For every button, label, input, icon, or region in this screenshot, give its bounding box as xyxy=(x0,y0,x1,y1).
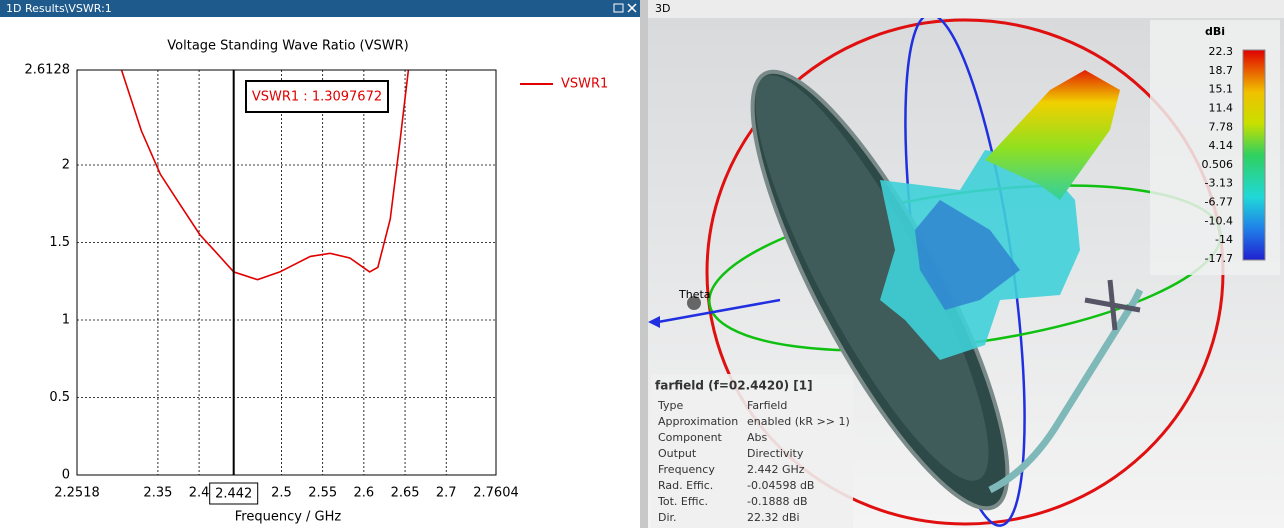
info-key: Output xyxy=(658,447,697,460)
x-tick-label: 2.5 xyxy=(271,486,292,501)
y-tick-label: 1 xyxy=(62,312,70,327)
colorbar-label: -6.77 xyxy=(1205,196,1233,209)
info-value: Abs xyxy=(747,431,768,444)
x-tick-label: 2.4 xyxy=(189,486,210,501)
x-tick-label: 2.55 xyxy=(308,486,337,501)
colorbar-label: 18.7 xyxy=(1209,64,1234,77)
y-tick-label: 2.6128 xyxy=(25,63,71,78)
colorbar-label: -17.7 xyxy=(1205,252,1233,265)
panel-title: 3D xyxy=(655,2,670,15)
info-value: -0.1888 dB xyxy=(747,495,807,508)
legend-label: VSWR1 xyxy=(561,77,608,92)
info-key: Frequency xyxy=(658,463,715,476)
colorbar-label: 11.4 xyxy=(1209,101,1234,114)
colorbar-label: 15.1 xyxy=(1209,83,1234,96)
marker-label: 2.442 xyxy=(215,487,252,502)
info-key: Component xyxy=(658,431,723,444)
plot-frame xyxy=(76,69,497,476)
info-key: Approximation xyxy=(658,415,738,428)
annotation-box xyxy=(245,80,389,113)
x-tick-label: 2.6 xyxy=(354,486,375,501)
scene xyxy=(648,18,1225,527)
maximize-button[interactable] xyxy=(613,3,624,13)
colorbar-label: -14 xyxy=(1215,233,1233,246)
x-tick-label: 2.7 xyxy=(436,486,457,501)
info-key: Tot. Effic. xyxy=(657,495,708,508)
axis xyxy=(657,298,781,324)
axis-knob xyxy=(687,296,701,310)
info-key: Dir. xyxy=(658,511,677,524)
info-rows: Type Farfield Approximation enabled (kR >> … xyxy=(657,399,850,524)
info-key: Type xyxy=(657,399,683,412)
chart-title: Voltage Standing Wave Ratio (VSWR) xyxy=(167,39,408,54)
colorbar-label: -3.13 xyxy=(1205,177,1233,190)
x-axis-label: Frequency / GHz xyxy=(235,510,342,525)
line xyxy=(120,70,410,281)
x-tick-label: 2.35 xyxy=(143,486,172,501)
title-bar xyxy=(0,0,640,17)
x-tick-label: 2.7604 xyxy=(473,486,519,501)
y-tick-label: 0 xyxy=(62,468,70,483)
colorbar-label: 7.78 xyxy=(1209,120,1234,133)
splitter[interactable] xyxy=(640,0,648,528)
x-tick-label: 2.2518 xyxy=(54,486,100,501)
info-value: 2.442 GHz xyxy=(747,463,805,476)
colorbar xyxy=(1242,49,1266,261)
colorbar-label: 22.3 xyxy=(1209,45,1234,58)
colorbar-label: 0.506 xyxy=(1202,158,1234,171)
pattern-core xyxy=(915,200,1020,310)
feed-arm xyxy=(988,288,1144,494)
info-value: Farfield xyxy=(747,399,787,412)
dish-inner xyxy=(755,75,989,481)
y-tick-label: 1.5 xyxy=(49,235,70,250)
info-panel xyxy=(651,374,853,528)
y-tick-label: 2 xyxy=(62,157,70,172)
main-lobe xyxy=(985,70,1120,200)
close-button[interactable] xyxy=(627,3,637,13)
marker-label-box xyxy=(209,482,259,505)
x-tick-label: 2.65 xyxy=(391,486,420,501)
info-key: Rad. Effic. xyxy=(658,479,713,492)
annotation: VSWR1 : 1.3097672 xyxy=(252,90,382,105)
left-panel xyxy=(0,0,640,528)
colorbar-title: dBi xyxy=(1205,25,1225,38)
axis-label: Theta xyxy=(678,288,711,301)
info-value: enabled (kR >> 1) xyxy=(747,415,850,428)
feed xyxy=(1084,279,1141,331)
plot: 0 0.5 1 1.5 2 2.6128 2.2518 2.35 2.4 2.5 2.55 2.6 2.… xyxy=(25,63,608,505)
y-tick-label: 0.5 xyxy=(49,390,70,405)
info-value: 22.32 dBi xyxy=(747,511,800,524)
info-value: Directivity xyxy=(747,447,804,460)
colorbar-label: -10.4 xyxy=(1205,214,1233,227)
axis-arrow xyxy=(648,316,660,328)
info-title: farfield (f=02.4420) [1] xyxy=(655,379,813,393)
colorbar-label: 4.14 xyxy=(1209,139,1234,152)
right-title-bar xyxy=(648,0,1284,18)
panel-title: 1D Results\VSWR:1 xyxy=(6,2,112,15)
colorbar-labels: 22.3 18.7 15.1 11.4 7.78 4.14 0.506 -3.13 -6.77 -… xyxy=(1202,45,1234,265)
info-value: -0.04598 dB xyxy=(747,479,814,492)
